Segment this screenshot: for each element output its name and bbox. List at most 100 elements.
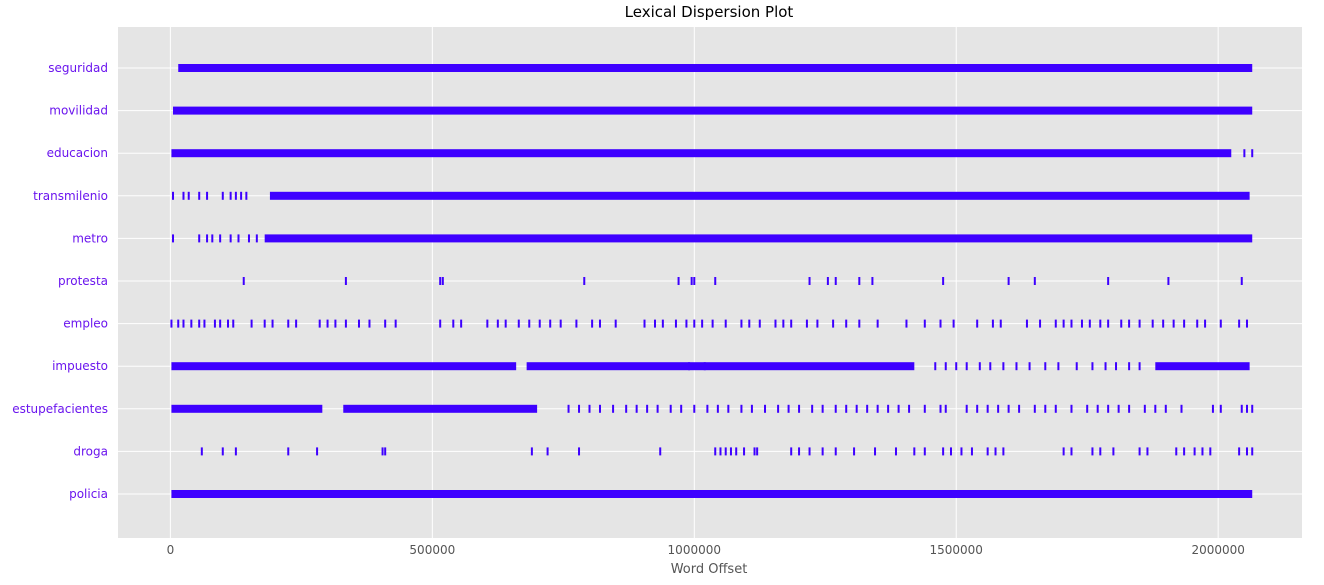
- mark-point: [334, 319, 337, 328]
- mark-point: [496, 319, 499, 328]
- mark-point: [955, 362, 958, 371]
- mark-point: [1251, 447, 1254, 456]
- mark-point: [1211, 404, 1214, 413]
- mark-point: [237, 234, 240, 243]
- mark-point: [729, 447, 732, 456]
- mark-point: [1243, 149, 1246, 158]
- mark-point: [182, 319, 185, 328]
- mark-point: [858, 277, 861, 285]
- mark-point: [805, 319, 808, 328]
- mark-point: [1151, 319, 1154, 328]
- mark-point: [1251, 149, 1254, 158]
- mark-point: [287, 447, 290, 456]
- mark-point: [690, 277, 693, 285]
- mark-point: [203, 319, 206, 328]
- mark-point: [1070, 319, 1073, 328]
- mark-point: [834, 447, 837, 456]
- mark-point: [1180, 404, 1183, 413]
- mark-point: [182, 191, 185, 200]
- mark-point: [777, 404, 780, 413]
- mark-point: [612, 404, 615, 413]
- mark-point: [991, 319, 994, 328]
- mark-point: [1240, 404, 1243, 413]
- mark-point: [986, 447, 989, 456]
- mark-point: [1172, 319, 1175, 328]
- mark-point: [1120, 319, 1123, 328]
- mark-point: [876, 319, 879, 328]
- mark-point: [719, 447, 722, 456]
- series-transmilenio: [172, 191, 1250, 200]
- mark-point: [187, 191, 190, 200]
- mark-point: [1033, 404, 1036, 413]
- mark-point: [614, 319, 617, 328]
- mark-point: [263, 319, 266, 328]
- mark-point: [1088, 319, 1091, 328]
- mark-point: [1028, 362, 1031, 371]
- mark-point: [756, 447, 759, 456]
- mark-point: [213, 319, 216, 328]
- mark-point: [1054, 319, 1057, 328]
- mark-point: [172, 234, 175, 243]
- mark-point: [908, 404, 911, 413]
- mark-point: [693, 404, 696, 413]
- mark-point: [245, 191, 248, 200]
- mark-point: [774, 319, 777, 328]
- mark-band: [269, 191, 1250, 200]
- mark-point: [1196, 319, 1199, 328]
- mark-point: [219, 319, 222, 328]
- mark-point: [727, 404, 730, 413]
- mark-point: [227, 319, 230, 328]
- mark-point: [234, 447, 237, 456]
- mark-point: [1238, 319, 1241, 328]
- mark-point: [834, 404, 837, 413]
- mark-point: [1167, 277, 1170, 285]
- series-metro: [172, 234, 1253, 243]
- mark-point: [965, 404, 968, 413]
- mark-point: [439, 277, 442, 285]
- mark-point: [942, 447, 945, 456]
- x-tick-label: 0: [167, 543, 175, 557]
- mark-point: [1251, 404, 1254, 413]
- mark-point: [711, 319, 714, 328]
- mark-point: [316, 447, 319, 456]
- mark-point: [714, 277, 717, 285]
- mark-point: [271, 319, 274, 328]
- mark-band: [1155, 362, 1250, 371]
- mark-point: [1007, 277, 1010, 285]
- mark-point: [200, 447, 203, 456]
- mark-point: [923, 319, 926, 328]
- mark-point: [758, 319, 761, 328]
- mark-point: [1193, 447, 1196, 456]
- mark-point: [211, 234, 214, 243]
- mark-point: [693, 319, 696, 328]
- mark-point: [368, 319, 371, 328]
- mark-point: [1096, 404, 1099, 413]
- mark-point: [858, 319, 861, 328]
- mark-point: [598, 319, 601, 328]
- plot-area: [118, 27, 1302, 538]
- mark-point: [546, 447, 549, 456]
- series-educacion: [171, 149, 1254, 158]
- mark-point: [1175, 447, 1178, 456]
- mark-point: [923, 404, 926, 413]
- mark-point: [318, 319, 321, 328]
- mark-point: [198, 191, 201, 200]
- mark-point: [845, 319, 848, 328]
- mark-point: [1091, 362, 1094, 371]
- mark-point: [1002, 362, 1005, 371]
- y-tick-label-impuesto: impuesto: [52, 359, 108, 373]
- mark-point: [1245, 404, 1248, 413]
- mark-point: [976, 319, 979, 328]
- mark-point: [703, 362, 706, 371]
- mark-point: [1099, 319, 1102, 328]
- mark-point: [887, 404, 890, 413]
- mark-point: [1209, 447, 1212, 456]
- mark-point: [735, 447, 738, 456]
- mark-band: [343, 404, 538, 413]
- mark-point: [866, 404, 869, 413]
- mark-point: [1138, 319, 1141, 328]
- mark-point: [206, 234, 209, 243]
- mark-point: [247, 234, 250, 243]
- mark-point: [685, 319, 688, 328]
- mark-point: [1033, 277, 1036, 285]
